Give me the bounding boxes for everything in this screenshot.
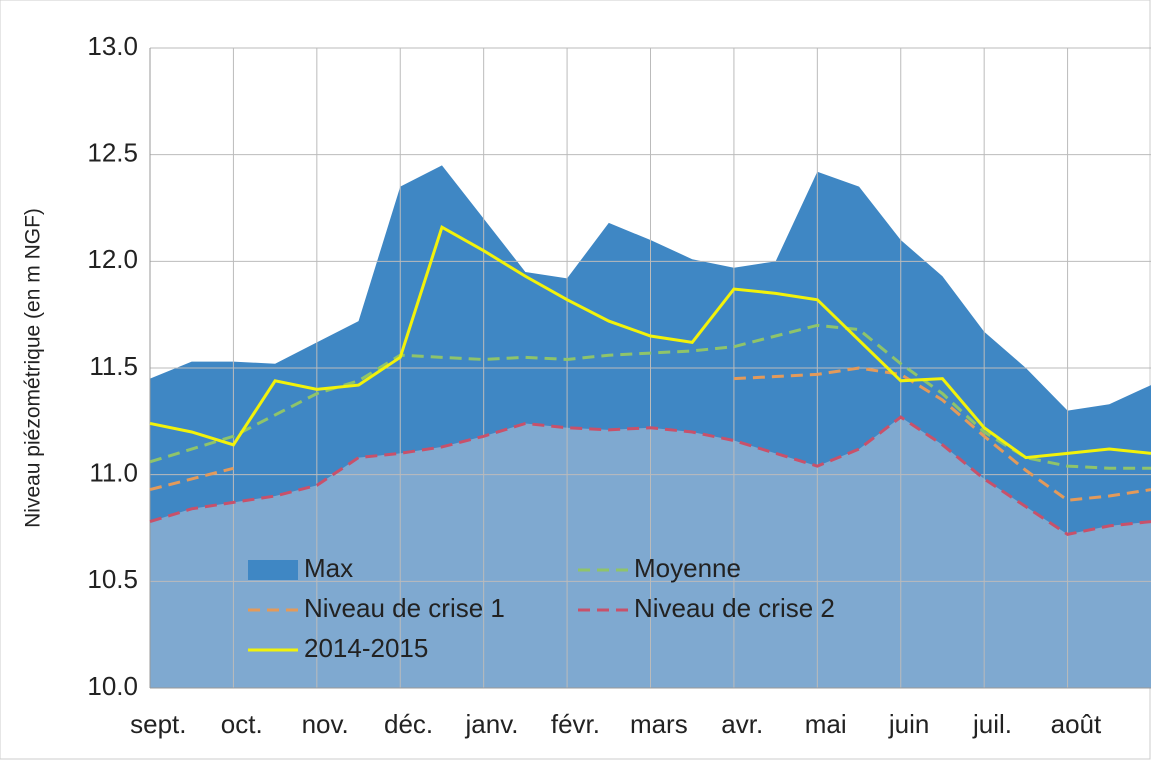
legend-label: 2014-2015 [304,633,428,663]
line [149,366,1151,502]
x-tick-label: janv. [465,709,519,739]
x-tick-label: juin [888,709,929,739]
x-tick-label: nov. [302,709,349,739]
x-tick-label: févr. [551,709,600,739]
y-tick-label: 12.5 [87,138,138,168]
line [149,224,1151,460]
y-tick-label: 11.5 [89,351,138,381]
x-tick-label: mars [630,709,688,739]
legend-label: Max [304,553,353,583]
legend-label: Niveau de crise 1 [304,593,505,623]
line [149,323,1151,470]
x-tick-label: oct. [221,709,263,739]
y-tick-label: 13.0 [87,31,138,61]
legend-label: Niveau de crise 2 [634,593,835,623]
y-tick-label: 12.0 [87,244,138,274]
legend-swatch [248,560,298,580]
x-tick-label: déc. [384,709,433,739]
y-tick-label: 11.0 [89,458,138,488]
line [149,415,1151,536]
y-tick-label: 10.0 [87,671,138,701]
legend-label: Moyenne [634,553,741,583]
x-tick-label: août [1051,709,1102,739]
x-tick-label: sept. [130,709,186,739]
y-tick-label: 10.5 [87,564,138,594]
x-tick-label: mai [805,709,847,739]
x-tick-label: juil. [972,709,1012,739]
y-axis-label: Niveau piézométrique (en m NGF) [22,208,45,528]
x-tick-label: avr. [721,709,763,739]
